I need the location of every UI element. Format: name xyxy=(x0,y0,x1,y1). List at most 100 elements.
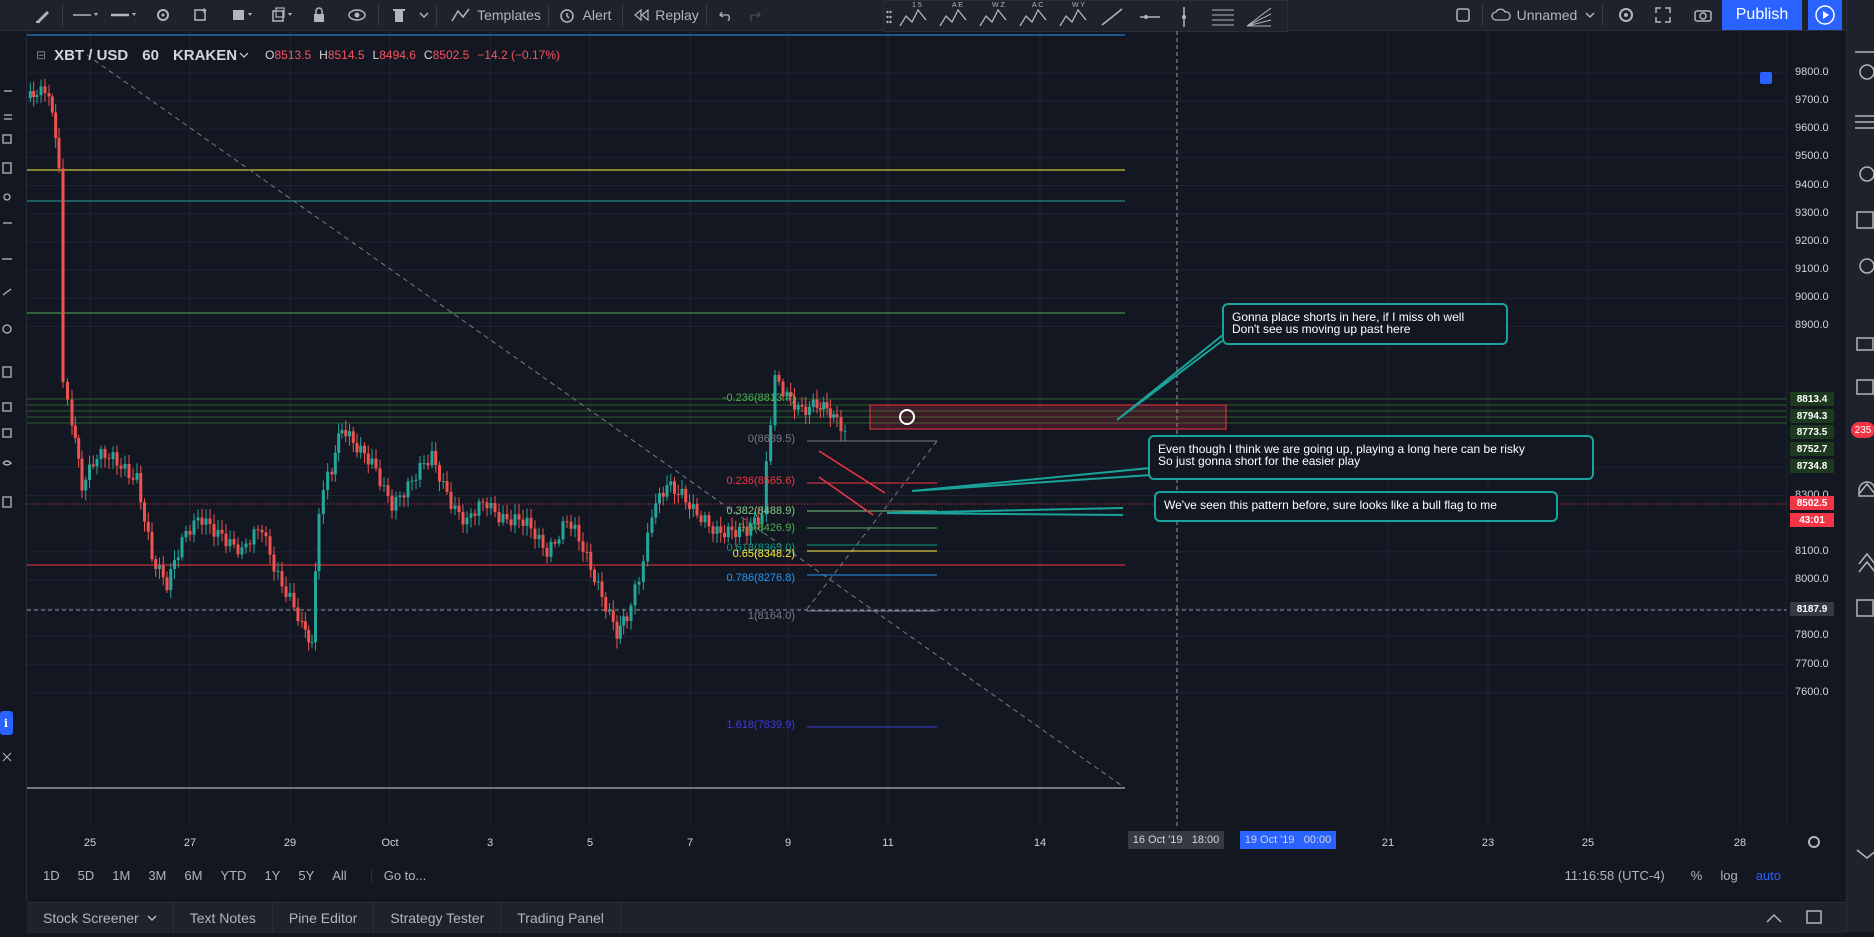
replay-button[interactable]: Replay xyxy=(628,0,704,30)
eye-icon[interactable] xyxy=(342,0,372,30)
candle-body xyxy=(326,471,330,491)
range-3m[interactable]: 3M xyxy=(148,867,167,883)
price-tick-label: 9200.0 xyxy=(1795,234,1829,247)
range-1m[interactable]: 1M xyxy=(112,867,131,883)
trash-icon[interactable] xyxy=(384,0,414,30)
fib-fan-icon[interactable] xyxy=(1244,5,1274,29)
pattern-label: 1 5 xyxy=(912,2,922,9)
fib-retracement-icon[interactable] xyxy=(1208,5,1238,29)
symbol-name[interactable]: XBT / USD xyxy=(54,46,129,64)
chevron-up-icon[interactable] xyxy=(1766,910,1782,926)
drawing-tools-icons[interactable]: ℹ xyxy=(0,31,26,901)
maximize-panel-icon[interactable] xyxy=(1806,909,1822,927)
line-style-icon[interactable] xyxy=(68,0,102,30)
candle-body xyxy=(730,526,734,531)
tab-label: Trading Panel xyxy=(517,910,604,926)
fullscreen-layout-icon[interactable] xyxy=(1448,0,1478,30)
layout-name-button[interactable]: Unnamed xyxy=(1488,0,1598,30)
lock-icon[interactable] xyxy=(304,0,334,30)
templates-label: Templates xyxy=(477,7,541,23)
chevron-down-icon[interactable] xyxy=(416,0,432,30)
exchange[interactable]: KRAKEN xyxy=(172,46,238,64)
fib-level-label: -0.236(8813.4) xyxy=(722,392,795,404)
range-ytd[interactable]: YTD xyxy=(220,867,247,883)
candle-body xyxy=(825,402,829,409)
axis-settings-gear-icon[interactable] xyxy=(1806,834,1822,850)
candle-body xyxy=(192,520,196,535)
interval[interactable]: 60 xyxy=(142,46,159,64)
candle-body xyxy=(553,541,557,544)
price-tick-label: 9600.0 xyxy=(1795,122,1829,135)
range-5y[interactable]: 5Y xyxy=(298,867,315,883)
candle-body xyxy=(363,445,366,454)
pattern-tool-3[interactable]: W Z xyxy=(976,2,1012,30)
percent-toggle[interactable]: % xyxy=(1690,867,1703,883)
clone-icon[interactable] xyxy=(264,0,302,30)
candle-body xyxy=(529,517,533,529)
price-tick-label: 8100.0 xyxy=(1795,544,1829,557)
publish-button[interactable]: Publish xyxy=(1722,0,1802,30)
auto-toggle[interactable]: auto xyxy=(1755,867,1781,883)
brush-icon[interactable] xyxy=(26,0,60,30)
alert-button[interactable]: Alert xyxy=(552,0,618,30)
candle-body xyxy=(565,521,569,523)
range-all[interactable]: All xyxy=(332,867,347,883)
callout-shorts[interactable]: Gonna place shorts in here, if I miss oh… xyxy=(1222,303,1508,345)
drag-handle-icon[interactable] xyxy=(886,9,892,25)
candle-body xyxy=(445,481,449,492)
notification-badge[interactable]: 235 xyxy=(1854,424,1872,436)
rewind-icon xyxy=(634,9,649,21)
cloud-icon xyxy=(1491,8,1511,21)
candle-body xyxy=(180,537,184,558)
pattern-tool-4[interactable]: A C xyxy=(1016,2,1052,30)
tab-stock-screener[interactable]: Stock Screener xyxy=(27,903,174,933)
tab-pine-editor[interactable]: Pine Editor xyxy=(273,903,375,933)
pattern-tool-5[interactable]: W Y xyxy=(1056,2,1092,30)
template-drawing-icon[interactable] xyxy=(224,0,262,30)
range-1y[interactable]: 1Y xyxy=(264,867,281,883)
tab-label: Text Notes xyxy=(189,910,256,926)
price-badge: 8773.5 xyxy=(1790,425,1834,439)
candle-body xyxy=(596,581,600,583)
add-alert-drawing-icon[interactable] xyxy=(186,0,216,30)
price-chart[interactable] xyxy=(27,31,1787,827)
candle-body xyxy=(719,526,723,533)
goto-button[interactable]: Go to... xyxy=(370,867,426,883)
settings-gear-icon[interactable] xyxy=(1608,0,1644,30)
range-6m[interactable]: 6M xyxy=(184,867,203,883)
candle-body xyxy=(489,503,493,509)
callout-bull-flag[interactable]: We've seen this pattern before, sure loo… xyxy=(1154,491,1558,522)
price-tick-label: 9000.0 xyxy=(1795,291,1829,304)
trend-line-icon[interactable] xyxy=(1098,5,1126,29)
camera-icon[interactable] xyxy=(1686,0,1720,30)
callout-long-risky[interactable]: Even though I think we are going up, pla… xyxy=(1148,435,1594,480)
gear-icon[interactable] xyxy=(148,0,178,30)
price-tick-label: 9400.0 xyxy=(1795,178,1829,191)
horizontal-ray-icon[interactable] xyxy=(1136,5,1164,29)
candle-body xyxy=(196,517,200,521)
chart-tool-icon[interactable] xyxy=(1760,72,1772,84)
clock[interactable]: 11:16:58 (UTC-4) xyxy=(1564,867,1665,883)
line-width-icon[interactable] xyxy=(106,0,140,30)
range-5d[interactable]: 5D xyxy=(77,867,95,883)
pattern-tool-2[interactable]: A E xyxy=(936,2,972,30)
fullscreen-icon[interactable] xyxy=(1646,0,1680,30)
range-1d[interactable]: 1D xyxy=(43,867,60,883)
candle-body xyxy=(699,515,703,523)
tab-strategy-tester[interactable]: Strategy Tester xyxy=(374,903,502,933)
publish-play-icon[interactable] xyxy=(1808,0,1842,30)
templates-button[interactable]: Templates xyxy=(442,0,550,30)
pattern-tool-1[interactable]: 1 5 xyxy=(896,2,932,30)
candle-body xyxy=(738,526,741,537)
collapse-icon[interactable]: ⊟ xyxy=(36,48,47,62)
undo-icon[interactable] xyxy=(712,0,740,30)
tab-trading-panel[interactable]: Trading Panel xyxy=(501,903,621,933)
redo-icon[interactable] xyxy=(740,0,768,30)
candle-body xyxy=(268,536,272,555)
log-toggle[interactable]: log xyxy=(1720,867,1738,883)
sidebar-icons[interactable] xyxy=(1847,0,1874,932)
time-tick-label: 29 xyxy=(283,837,297,849)
tab-text-notes[interactable]: Text Notes xyxy=(174,903,273,933)
candle-body xyxy=(244,543,248,548)
vertical-line-icon[interactable] xyxy=(1170,5,1198,29)
